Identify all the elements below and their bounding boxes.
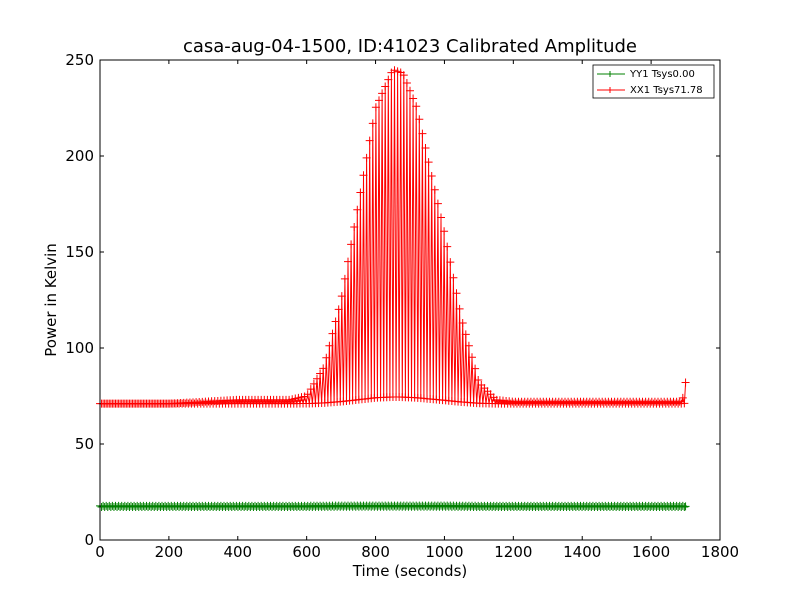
data-point-xx1 [680, 399, 689, 408]
data-point-xx1 [319, 364, 328, 373]
data-point-xx1 [303, 390, 312, 399]
data-point-yy1 [680, 502, 689, 511]
plot-area [96, 66, 690, 511]
x-tick-label: 800 [361, 543, 390, 561]
axis-ticks: 0 200 400 600 800 1000 1200 1400 1600 1800 0 50 100 1… [65, 51, 739, 561]
data-point-xx1 [306, 385, 315, 394]
data-point-xx1 [340, 274, 349, 283]
x-tick-label: 600 [292, 543, 321, 561]
data-point-xx1 [325, 341, 334, 350]
data-point-xx1 [412, 102, 421, 111]
data-point-xx1 [362, 153, 371, 162]
data-point-xx1 [402, 78, 411, 87]
y-tick-label: 0 [84, 531, 94, 549]
data-point-xx1 [344, 257, 352, 266]
y-tick-label: 250 [65, 51, 94, 69]
legend-box [592, 64, 715, 99]
data-point-xx1 [430, 185, 439, 194]
data-point-xx1 [328, 329, 337, 338]
data-point-xx1 [678, 393, 687, 402]
data-point-xx1 [415, 115, 424, 124]
data-point-xx1 [406, 86, 414, 95]
data-point-xx1 [418, 129, 427, 138]
data-point-xx1 [474, 376, 483, 385]
series-xx1 [96, 66, 690, 408]
chart-title: casa-aug-04-1500, ID:41023 Calibrated Am… [183, 36, 637, 57]
data-point-xx1 [353, 205, 362, 214]
data-point-xx1 [449, 273, 458, 282]
data-point-xx1 [446, 258, 455, 267]
data-point-xx1 [384, 75, 393, 84]
y-tick-label: 150 [65, 243, 94, 261]
legend-label-xx1: XX1 Tsys71.78 [630, 85, 703, 96]
data-point-xx1 [409, 94, 418, 103]
data-point-xx1 [455, 304, 464, 313]
series-yy1 [96, 501, 690, 511]
legend-label-yy1: YY1 Tsys0.00 [629, 69, 695, 80]
legend-marker-xx1 [607, 87, 613, 93]
data-point-xx1 [433, 199, 442, 208]
data-point-xx1 [468, 353, 476, 362]
data-point-xx1 [368, 119, 377, 128]
legend: YY1 Tsys0.00 XX1 Tsys71.78 [592, 64, 715, 99]
x-tick-label: 1200 [494, 543, 532, 561]
data-point-xx1 [359, 171, 368, 180]
data-point-xx1 [458, 319, 467, 328]
y-tick-label: 100 [65, 339, 94, 357]
x-tick-label: 1800 [701, 543, 739, 561]
x-tick-label: 1600 [632, 543, 670, 561]
plot-frame [99, 59, 721, 541]
data-point-xx1 [437, 213, 445, 222]
data-point-xx1 [331, 317, 340, 326]
data-point-xx1 [464, 341, 473, 350]
data-point-xx1 [681, 378, 690, 387]
data-point-xx1 [313, 374, 321, 383]
data-point-yy1 [681, 502, 690, 511]
data-point-xx1 [381, 82, 390, 91]
data-point-xx1 [365, 136, 374, 145]
data-point-xx1 [443, 242, 452, 251]
data-point-xx1 [421, 144, 430, 152]
data-point-xx1 [461, 330, 470, 339]
y-tick-label: 200 [65, 147, 94, 165]
x-tick-label: 1000 [425, 543, 463, 561]
data-point-xx1 [440, 227, 449, 236]
data-point-xx1 [322, 353, 331, 362]
data-point-xx1 [424, 158, 433, 167]
data-point-xx1 [309, 379, 318, 388]
y-tick-label: 50 [75, 435, 94, 453]
series-line-xx1 [100, 70, 687, 406]
y-axis-label: Power in Kelvin [42, 243, 60, 357]
data-point-xx1 [471, 364, 480, 373]
data-point-xx1 [371, 103, 380, 112]
x-axis-label: Time (seconds) [352, 562, 468, 580]
data-point-xx1 [350, 223, 359, 232]
data-point-xx1 [316, 369, 325, 378]
data-point-xx1 [337, 292, 346, 301]
x-tick-label: 200 [155, 543, 184, 561]
data-point-xx1 [427, 171, 436, 180]
x-tick-label: 0 [95, 543, 105, 561]
data-point-xx1 [378, 89, 387, 98]
x-tick-label: 1400 [563, 543, 601, 561]
data-point-xx1 [356, 188, 365, 197]
data-point-xx1 [399, 71, 408, 80]
data-point-xx1 [334, 305, 343, 314]
data-point-xx1 [375, 96, 383, 105]
x-tick-label: 400 [223, 543, 252, 561]
data-point-xx1 [452, 289, 461, 298]
data-point-xx1 [347, 240, 356, 249]
legend-marker-yy1 [607, 71, 613, 77]
